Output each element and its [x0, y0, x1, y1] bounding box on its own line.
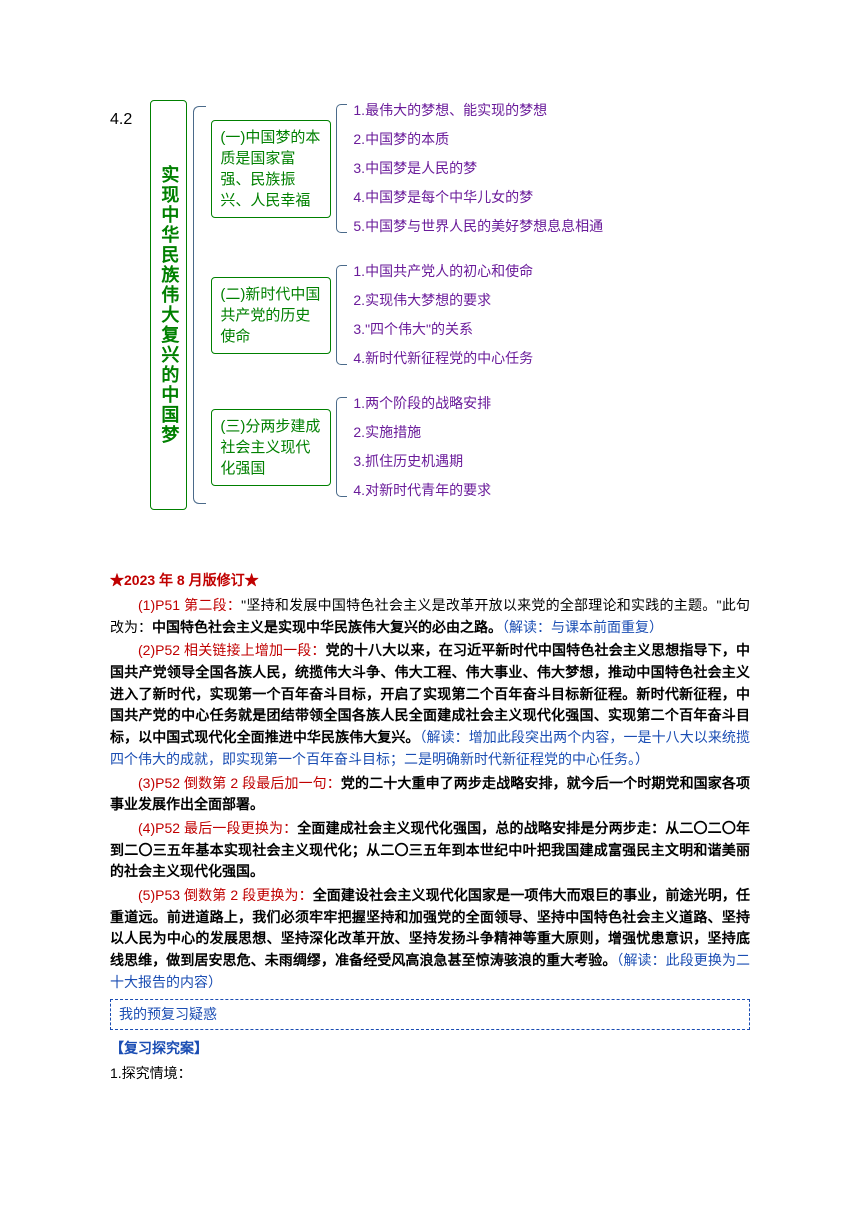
- item: 1.最伟大的梦想、能实现的梦想: [353, 100, 603, 121]
- rev-lead: (1)P51 第二段：: [138, 597, 241, 613]
- question-box: 我的预复习疑惑: [110, 999, 750, 1030]
- items-3: 1.两个阶段的战略安排 2.实施措施 3.抓住历史机遇期 4.对新时代青年的要求: [353, 393, 491, 501]
- item: 3."四个伟大"的关系: [353, 319, 533, 340]
- revision-item-2: (2)P52 相关链接上增加一段：党的十八大以来，在习近平新时代中国特色社会主义…: [110, 640, 750, 770]
- item: 1.中国共产党人的初心和使命: [353, 261, 533, 282]
- item: 1.两个阶段的战略安排: [353, 393, 491, 414]
- sub-title-1: (一)中国梦的本质是国家富强、民族振兴、人民幸福: [211, 120, 331, 218]
- item: 5.中国梦与世界人民的美好梦想息息相通: [353, 216, 603, 237]
- sub-group-2: (二)新时代中国共产党的历史使命 1.中国共产党人的初心和使命 2.实现伟大梦想…: [211, 261, 603, 369]
- item: 3.抓住历史机遇期: [353, 451, 491, 472]
- revision-item-5: (5)P53 倒数第 2 段更换为：全面建设社会主义现代化国家是一项伟大而艰巨的…: [110, 885, 750, 993]
- item: 4.中国梦是每个中华儿女的梦: [353, 187, 603, 208]
- rev-quoted: "坚持和发展中国特色社会主义是改革开放以来党的全部理论和实践的主题。": [241, 597, 721, 613]
- sub-bracket-3: [333, 393, 351, 501]
- rev-body: 中国特色社会主义是实现中华民族伟大复兴的必由之路。: [152, 619, 502, 635]
- question-box-label: 我的预复习疑惑: [119, 1006, 217, 1022]
- sub-bracket-1: [333, 100, 351, 237]
- rev-lead: (2)P52 相关链接上增加一段：: [138, 642, 326, 658]
- concept-diagram: 4.2 实现中华民族伟大复兴的中国梦 (一)中国梦的本质是国家富强、民族振兴、人…: [110, 100, 750, 510]
- main-title: 实现中华民族伟大复兴的中国梦: [157, 165, 180, 445]
- sub-title-2: (二)新时代中国共产党的历史使命: [211, 277, 331, 354]
- revision-item-1: (1)P51 第二段："坚持和发展中国特色社会主义是改革开放以来党的全部理论和实…: [110, 595, 750, 638]
- sub-groups: (一)中国梦的本质是国家富强、民族振兴、人民幸福 1.最伟大的梦想、能实现的梦想…: [211, 100, 603, 501]
- item: 4.新时代新征程党的中心任务: [353, 348, 533, 369]
- revision-header: ★2023 年 8 月版修订★: [110, 570, 750, 591]
- item: 2.实施措施: [353, 422, 491, 443]
- items-2: 1.中国共产党人的初心和使命 2.实现伟大梦想的要求 3."四个伟大"的关系 4…: [353, 261, 533, 369]
- sub-title-3: (三)分两步建成社会主义现代化强国: [211, 409, 331, 486]
- rev-lead: (3)P52 倒数第 2 段最后加一句：: [138, 775, 341, 791]
- items-1: 1.最伟大的梦想、能实现的梦想 2.中国梦的本质 3.中国梦是人民的梦 4.中国…: [353, 100, 603, 237]
- rev-lead: (4)P52 最后一段更换为：: [138, 820, 297, 836]
- revision-item-3: (3)P52 倒数第 2 段最后加一句：党的二十大重申了两步走战略安排，就今后一…: [110, 773, 750, 816]
- sub-group-1: (一)中国梦的本质是国家富强、民族振兴、人民幸福 1.最伟大的梦想、能实现的梦想…: [211, 100, 603, 237]
- sub-group-3: (三)分两步建成社会主义现代化强国 1.两个阶段的战略安排 2.实施措施 3.抓…: [211, 393, 603, 501]
- item: 2.中国梦的本质: [353, 129, 603, 150]
- main-title-box: 实现中华民族伟大复兴的中国梦: [150, 100, 187, 510]
- rev-lead: (5)P53 倒数第 2 段更换为：: [138, 887, 313, 903]
- sub-bracket-2: [333, 261, 351, 369]
- section-number: 4.2: [110, 108, 150, 132]
- item: 4.对新时代青年的要求: [353, 480, 491, 501]
- item: 3.中国梦是人民的梦: [353, 158, 603, 179]
- explore-header: 【复习探究案】: [110, 1038, 750, 1059]
- revision-item-4: (4)P52 最后一段更换为：全面建成社会主义现代化强国，总的战略安排是分两步走…: [110, 818, 750, 883]
- main-bracket: [189, 100, 209, 510]
- explore-line1: 1.探究情境：: [110, 1063, 750, 1084]
- rev-note: （解读：与课本前面重复）: [502, 619, 663, 635]
- item: 2.实现伟大梦想的要求: [353, 290, 533, 311]
